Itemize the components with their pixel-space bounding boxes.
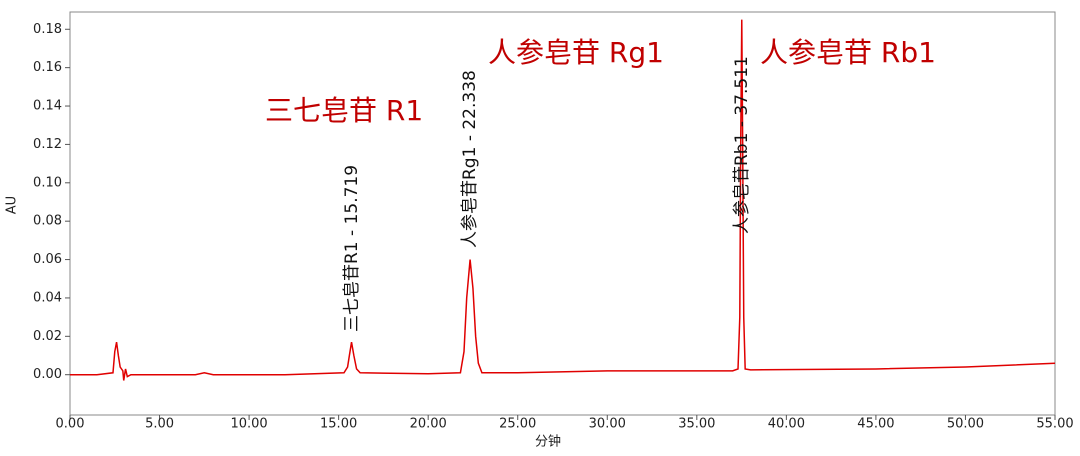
y-tick-label: 0.16 bbox=[33, 60, 62, 75]
y-tick-label: 0.10 bbox=[33, 175, 62, 190]
x-tick-label: 20.00 bbox=[410, 417, 447, 432]
x-tick-label: 35.00 bbox=[678, 417, 715, 432]
chromatogram-line bbox=[70, 19, 1056, 381]
x-tick-label: 5.00 bbox=[145, 417, 174, 432]
peak-label: 人参皂苷Rb1 - 37.511 bbox=[732, 56, 752, 234]
y-tick-label: 0.12 bbox=[33, 137, 62, 152]
x-tick-label: 0.00 bbox=[56, 417, 85, 432]
x-tick-label: 45.00 bbox=[857, 417, 894, 432]
plot-frame bbox=[69, 11, 1056, 416]
x-tick-label: 40.00 bbox=[768, 417, 805, 432]
x-tick-label: 10.00 bbox=[230, 417, 267, 432]
x-tick-label: 30.00 bbox=[589, 417, 626, 432]
annotation: 三七皂苷 R1 bbox=[265, 94, 423, 127]
y-tick-label: 0.04 bbox=[33, 290, 62, 305]
y-tick-label: 0.00 bbox=[33, 367, 62, 382]
y-axis-label: AU bbox=[5, 196, 20, 214]
y-tick-label: 0.02 bbox=[33, 329, 62, 344]
x-tick-label: 55.00 bbox=[1036, 417, 1073, 432]
y-tick-label: 0.06 bbox=[33, 252, 62, 267]
x-tick-label: 25.00 bbox=[499, 417, 536, 432]
y-tick-label: 0.18 bbox=[33, 22, 62, 37]
x-tick-label: 50.00 bbox=[947, 417, 984, 432]
annotation: 人参皂苷 Rg1 bbox=[488, 36, 664, 69]
y-tick-label: 0.14 bbox=[33, 99, 62, 114]
peak-label: 三七皂苷R1 - 15.719 bbox=[342, 165, 362, 332]
x-axis-label: 分钟 bbox=[535, 434, 561, 450]
peak-label: 人参皂苷Rg1 - 22.338 bbox=[460, 70, 480, 248]
y-tick-label: 0.08 bbox=[33, 214, 62, 229]
x-tick-label: 15.00 bbox=[320, 417, 357, 432]
annotation: 人参皂苷 Rb1 bbox=[760, 36, 936, 69]
